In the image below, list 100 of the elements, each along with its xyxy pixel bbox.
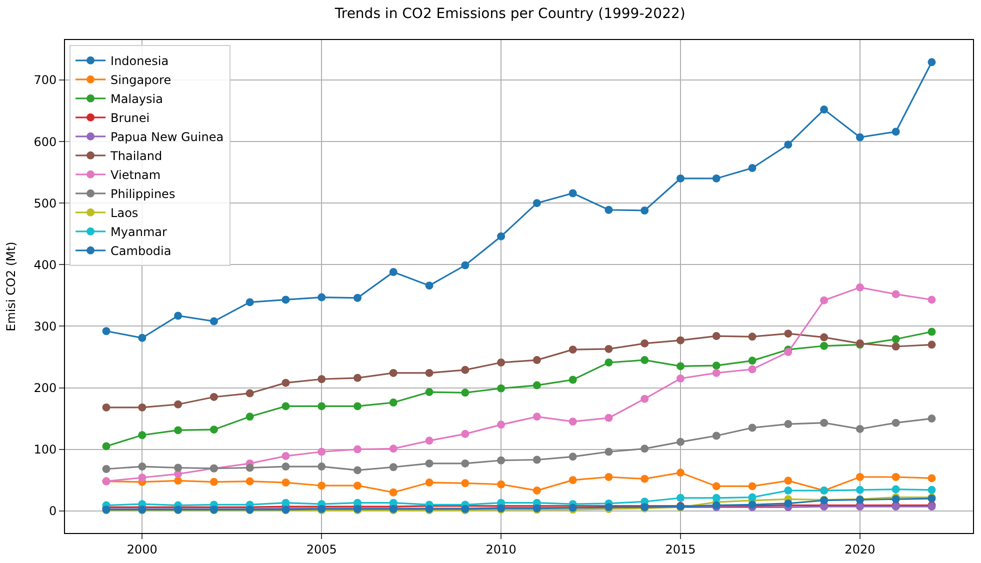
- point: [748, 356, 756, 365]
- point: [784, 348, 792, 356]
- legend-label: Indonesia: [110, 54, 169, 68]
- point: [532, 199, 541, 208]
- point: [568, 189, 577, 198]
- x-tick-label: 2000: [126, 542, 158, 556]
- point: [712, 362, 720, 370]
- point: [892, 342, 900, 351]
- point: [712, 494, 720, 502]
- legend-label: Cambodia: [110, 244, 172, 258]
- point: [568, 346, 577, 354]
- point: [928, 414, 936, 423]
- point: [354, 402, 362, 410]
- point: [640, 394, 649, 403]
- legend-label: Philippines: [110, 187, 176, 202]
- point: [174, 426, 182, 434]
- legend-label: Thailand: [110, 149, 162, 164]
- point: [928, 486, 936, 494]
- point: [174, 400, 182, 408]
- point: [676, 362, 684, 370]
- legend-label: Papua New Guinea: [110, 130, 224, 144]
- point: [748, 424, 756, 432]
- chart-title: Trends in CO2 Emissions per Country (1999-2022): [334, 6, 686, 22]
- point: [461, 366, 470, 374]
- point: [425, 282, 434, 290]
- point: [640, 474, 649, 483]
- point: [784, 330, 792, 338]
- point: [318, 375, 326, 384]
- point: [425, 478, 434, 487]
- point: [712, 482, 720, 490]
- point: [568, 452, 577, 461]
- point: [246, 464, 254, 472]
- y-tick-label: 400: [34, 258, 57, 272]
- point: [748, 332, 756, 341]
- point: [892, 472, 900, 481]
- point: [640, 356, 649, 364]
- point: [246, 389, 254, 398]
- point: [389, 268, 398, 276]
- y-tick-label: 700: [34, 73, 57, 88]
- point: [856, 486, 864, 494]
- point: [174, 464, 182, 472]
- y-tick-label: 200: [34, 380, 57, 395]
- point: [820, 333, 828, 342]
- point: [425, 388, 434, 396]
- point: [820, 418, 828, 427]
- point: [282, 296, 290, 304]
- point: [138, 474, 146, 482]
- point: [568, 476, 577, 484]
- point: [246, 298, 254, 306]
- point: [892, 290, 900, 298]
- point: [532, 356, 541, 364]
- point: [318, 448, 326, 456]
- point: [748, 482, 756, 490]
- point: [928, 474, 936, 482]
- point: [928, 340, 936, 349]
- point: [856, 472, 864, 481]
- point: [210, 478, 218, 486]
- point: [748, 365, 756, 374]
- point: [604, 344, 613, 353]
- point: [676, 494, 684, 502]
- x-tick-label: 2005: [306, 542, 337, 556]
- point: [318, 402, 326, 410]
- point: [174, 312, 182, 320]
- point: [461, 479, 470, 488]
- point: [497, 358, 506, 367]
- point: [676, 174, 684, 182]
- point: [568, 418, 577, 426]
- point: [892, 335, 900, 344]
- point: [318, 462, 326, 471]
- point: [102, 403, 110, 412]
- legend-label: Brunei: [110, 111, 150, 126]
- legend-label: Malaysia: [110, 92, 163, 106]
- y-tick-label: 0: [48, 504, 57, 518]
- point: [712, 368, 720, 377]
- point: [640, 444, 649, 453]
- y-tick-label: 300: [34, 319, 57, 334]
- y-axis-title: Emisi CO2 (Mt): [4, 242, 18, 332]
- point: [784, 486, 792, 495]
- point: [354, 445, 362, 454]
- legend-label: Singapore: [110, 73, 172, 88]
- point: [892, 418, 900, 427]
- point: [354, 294, 362, 302]
- point: [784, 420, 792, 428]
- point: [174, 476, 182, 485]
- point: [892, 485, 900, 494]
- x-tick-label: 2015: [665, 542, 696, 556]
- point: [712, 432, 720, 440]
- point: [497, 480, 506, 488]
- point: [856, 133, 864, 142]
- point: [210, 426, 218, 434]
- point: [712, 174, 720, 182]
- point: [246, 412, 254, 421]
- point: [282, 498, 290, 507]
- point: [497, 232, 506, 240]
- point: [425, 459, 434, 468]
- point: [102, 464, 110, 473]
- point: [532, 412, 541, 421]
- legend-label: Myanmar: [110, 225, 167, 240]
- point: [748, 493, 756, 502]
- point: [892, 128, 900, 136]
